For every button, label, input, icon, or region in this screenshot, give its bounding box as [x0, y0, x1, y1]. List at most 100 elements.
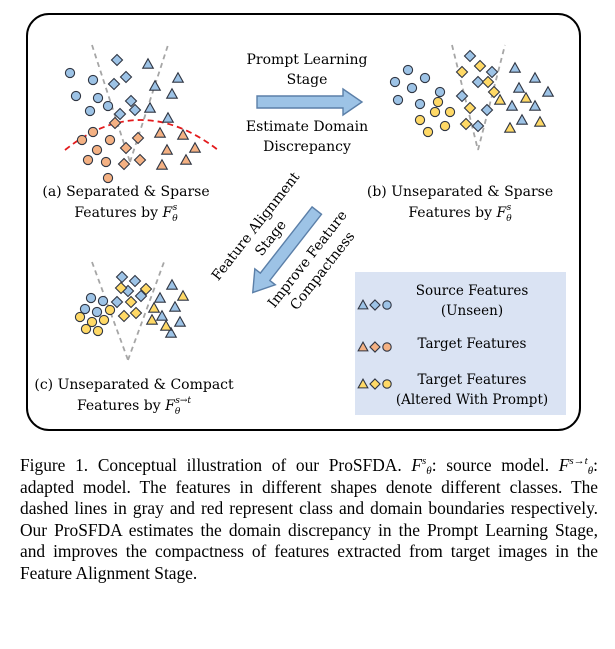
- prompt-circle-marker: [98, 314, 110, 326]
- source-diamond-marker: [124, 94, 138, 108]
- figure-caption: Figure 1. Conceptual illustration of our…: [20, 455, 598, 584]
- source-triangle-marker: [505, 99, 519, 111]
- arrow-top-caption-line1: Prompt Learning: [247, 52, 368, 68]
- target-triangle-marker: [155, 158, 169, 170]
- source-diamond-marker: [471, 119, 485, 133]
- prompt-circle-marker: [104, 304, 116, 316]
- target-circle-marker: [100, 156, 112, 168]
- caption-body: The features in different shapes denote …: [20, 476, 598, 583]
- source-circle-marker: [92, 92, 104, 104]
- prompt-circle-marker: [382, 379, 392, 389]
- source-circle-marker: [84, 105, 96, 117]
- prompt-circle-marker: [80, 323, 92, 335]
- prompt-diamond-marker: [463, 101, 477, 115]
- target-diamond-marker: [108, 116, 122, 130]
- source-triangle-marker: [528, 71, 542, 83]
- panel-a-label-line2: Features by Fθs: [74, 203, 178, 224]
- target-triangle-marker: [176, 128, 190, 140]
- source-diamond-marker: [113, 107, 127, 121]
- prompt-triangle-marker: [533, 115, 547, 127]
- prompt-triangle-marker: [145, 313, 159, 325]
- legend-prompt-line1: Target Features: [418, 372, 527, 388]
- source-circle-marker: [97, 295, 109, 307]
- source-diamond-marker: [134, 289, 148, 303]
- prompt-diamond-marker: [455, 65, 469, 79]
- prompt-learning-arrow: [256, 87, 364, 117]
- target-circle-marker: [76, 134, 88, 146]
- source-diamond-marker: [128, 274, 142, 288]
- target-circle-marker: [82, 154, 94, 166]
- panel-b-plot: [389, 44, 555, 151]
- source-triangle-marker: [508, 61, 522, 73]
- source-circle-marker: [79, 303, 91, 315]
- source-triangle-marker: [528, 99, 542, 111]
- target-diamond-marker: [369, 341, 381, 353]
- source-circle-marker: [85, 292, 97, 304]
- prompt-triangle-marker: [176, 289, 190, 301]
- source-triangle-marker: [143, 101, 157, 113]
- source-circle-marker: [87, 74, 99, 86]
- source-triangle-marker: [164, 326, 178, 338]
- source-circle-marker: [419, 72, 431, 84]
- target-circle-marker: [91, 144, 103, 156]
- panel-b-label-line2: Features by Fθs: [408, 203, 512, 224]
- target-diamond-marker: [131, 131, 145, 145]
- source-diamond-marker: [485, 65, 499, 79]
- source-diamond-marker: [110, 295, 124, 309]
- target-triangle-marker: [357, 341, 369, 352]
- prompt-triangle-marker: [493, 93, 507, 105]
- prompt-diamond-marker: [124, 295, 138, 309]
- source-diamond-marker: [115, 270, 129, 284]
- legend-target-line1: Target Features: [418, 336, 527, 352]
- caption-model-adapted: Fs→tθ: [558, 455, 594, 477]
- prompt-diamond-marker: [114, 281, 128, 295]
- prompt-triangle-marker: [159, 319, 173, 331]
- source-diamond-marker: [369, 299, 381, 311]
- prompt-diamond-marker: [369, 378, 381, 390]
- source-circle-marker: [406, 82, 418, 94]
- source-triangle-marker: [357, 299, 369, 310]
- panel-c-plot: [74, 261, 190, 361]
- source-triangle-marker: [148, 79, 162, 91]
- target-diamond-marker: [117, 157, 131, 171]
- target-triangle-marker: [188, 141, 202, 153]
- source-triangle-marker: [168, 300, 182, 312]
- arrow-top-caption-line3: Estimate Domain: [246, 119, 368, 135]
- source-circle-marker: [382, 300, 392, 310]
- prompt-diamond-marker: [459, 117, 473, 131]
- source-triangle-marker: [173, 315, 187, 327]
- prompt-triangle-marker: [357, 378, 369, 389]
- caption-model-source: Fsθ: [411, 455, 432, 477]
- source-triangle-marker: [165, 87, 179, 99]
- source-diamond-marker: [480, 103, 494, 117]
- target-diamond-marker: [133, 153, 147, 167]
- arrow-top-caption-line4: Discrepancy: [263, 139, 351, 155]
- prompt-diamond-marker: [129, 306, 143, 320]
- class-boundary-line: [477, 44, 506, 151]
- source-diamond-marker: [463, 49, 477, 63]
- source-triangle-marker: [512, 81, 526, 93]
- prompt-circle-marker: [444, 106, 456, 118]
- source-diamond-marker: [455, 89, 469, 103]
- class-boundary-line: [91, 44, 131, 163]
- prompt-diamond-marker: [487, 85, 501, 99]
- caption-fig-label: Figure 1.: [20, 455, 89, 475]
- source-triangle-marker: [515, 113, 529, 125]
- legend-source-line1: Source Features: [416, 283, 529, 299]
- caption-adapted-desc: : adapted model.: [20, 455, 598, 497]
- legend-prompt-line2: (Altered With Prompt): [396, 392, 548, 408]
- target-triangle-marker: [160, 143, 174, 155]
- prompt-diamond-marker: [139, 282, 153, 296]
- panel-b-label-line1: (b) Unseparated & Sparse: [367, 184, 553, 200]
- source-circle-marker: [389, 76, 401, 88]
- prompt-circle-marker: [74, 311, 86, 323]
- target-triangle-marker: [179, 153, 193, 165]
- source-triangle-marker: [155, 309, 169, 321]
- prompt-circle-marker: [429, 106, 441, 118]
- source-triangle-marker: [141, 57, 155, 69]
- source-circle-marker: [414, 98, 426, 110]
- source-circle-marker: [64, 67, 76, 79]
- prompt-circle-marker: [422, 126, 434, 138]
- prompt-circle-marker: [92, 325, 104, 337]
- source-circle-marker: [70, 90, 82, 102]
